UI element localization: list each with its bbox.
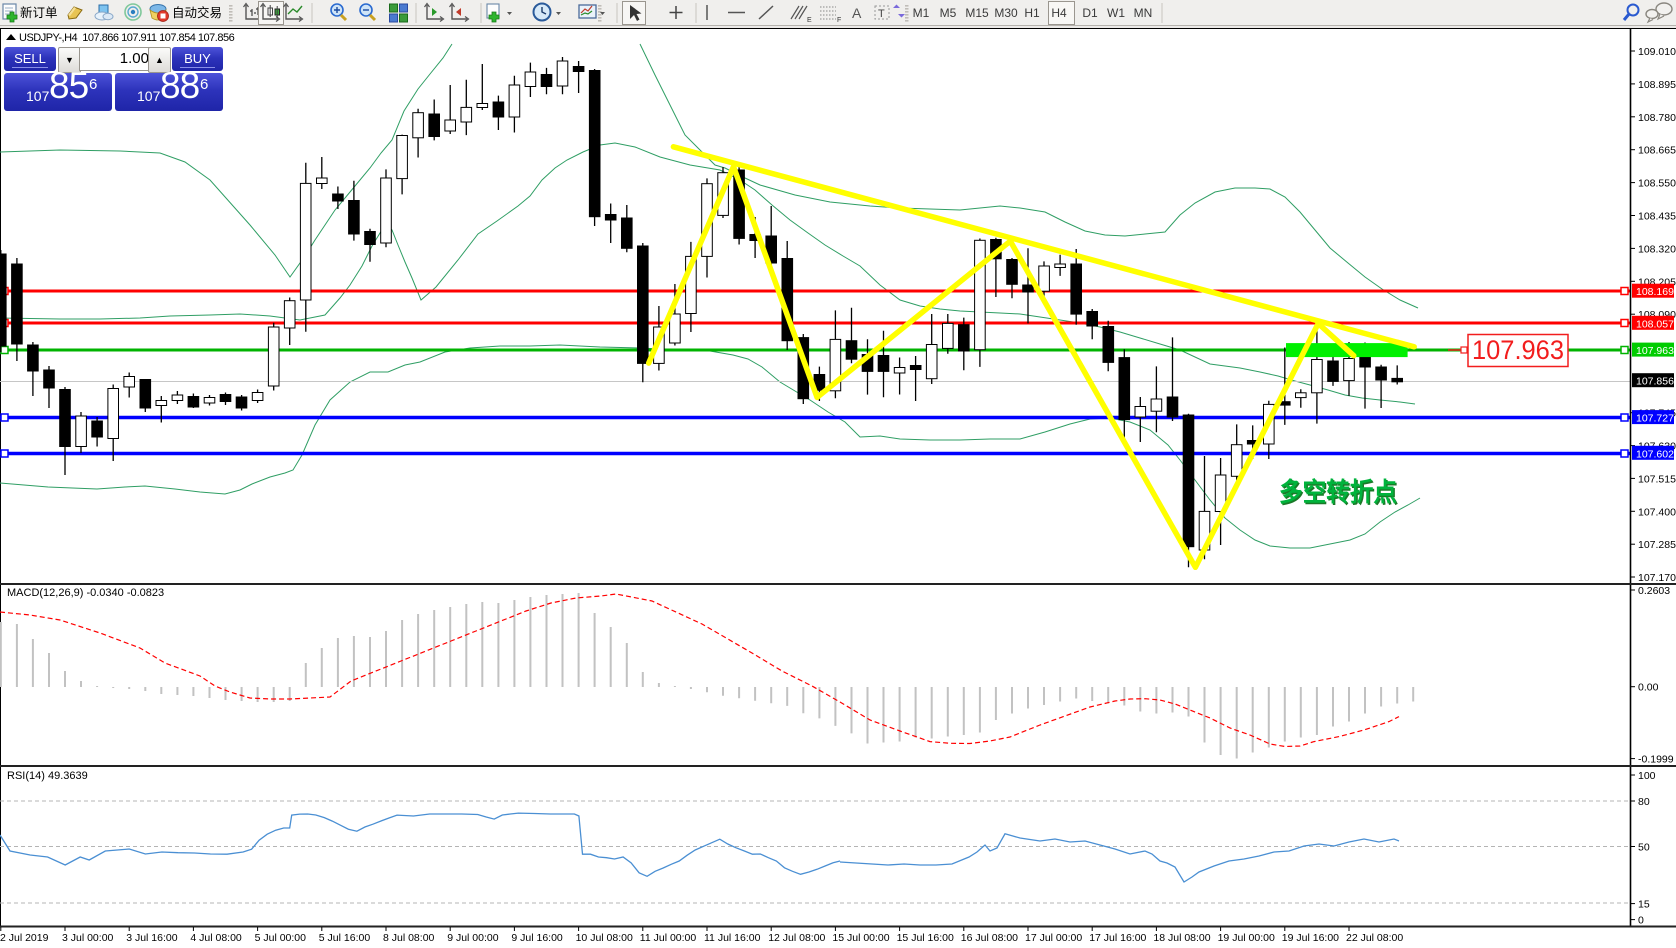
svg-text:MN: MN [1134,6,1153,20]
svg-text:9 Jul 00:00: 9 Jul 00:00 [447,932,499,944]
svg-text:108.780: 108.780 [1638,112,1676,124]
svg-text:108.435: 108.435 [1638,211,1676,223]
svg-text:5 Jul 00:00: 5 Jul 00:00 [255,932,307,944]
svg-text:19 Jul 00:00: 19 Jul 00:00 [1218,932,1275,944]
svg-text:107.515: 107.515 [1638,473,1676,485]
svg-text:18 Jul 08:00: 18 Jul 08:00 [1153,932,1210,944]
svg-text:自动交易: 自动交易 [172,5,222,20]
svg-text:22 Jul 08:00: 22 Jul 08:00 [1346,932,1403,944]
svg-text:多空转折点: 多空转折点 [1279,477,1397,507]
svg-text:19 Jul 16:00: 19 Jul 16:00 [1282,932,1339,944]
svg-text:MACD(12,26,9) -0.0340 -0.0823: MACD(12,26,9) -0.0340 -0.0823 [7,587,164,599]
svg-text:0.00: 0.00 [1638,682,1659,694]
svg-text:M15: M15 [965,6,989,20]
svg-text:M5: M5 [940,6,957,20]
svg-text:107.400: 107.400 [1638,506,1676,518]
svg-text:107.602: 107.602 [1636,448,1674,460]
svg-text:50: 50 [1638,842,1650,854]
svg-text:3 Jul 00:00: 3 Jul 00:00 [62,932,114,944]
svg-text:USDJPY-,H4 107.866 107.911 10: USDJPY-,H4 107.866 107.911 107.854 107.8… [19,32,235,44]
svg-text:15 Jul 16:00: 15 Jul 16:00 [897,932,954,944]
svg-text:0: 0 [1638,915,1644,927]
svg-text:2 Jul 2019: 2 Jul 2019 [0,932,49,944]
svg-text:108.320: 108.320 [1638,243,1676,255]
svg-text:11 Jul 00:00: 11 Jul 00:00 [640,932,697,944]
svg-text:F: F [837,17,841,24]
svg-text:107.963: 107.963 [1636,345,1674,357]
svg-text:17 Jul 00:00: 17 Jul 00:00 [1025,932,1082,944]
svg-text:T: T [878,8,885,20]
svg-text:M1: M1 [913,6,930,20]
svg-text:108.169: 108.169 [1636,286,1674,298]
svg-text:8 Jul 08:00: 8 Jul 08:00 [383,932,435,944]
svg-text:15 Jul 00:00: 15 Jul 00:00 [832,932,889,944]
svg-text:17 Jul 16:00: 17 Jul 16:00 [1089,932,1146,944]
svg-text:108.895: 108.895 [1638,79,1676,91]
svg-text:16 Jul 08:00: 16 Jul 08:00 [961,932,1018,944]
svg-text:107.170: 107.170 [1638,572,1676,584]
svg-text:0.2603: 0.2603 [1638,585,1670,597]
svg-text:H1: H1 [1024,6,1040,20]
svg-text:11 Jul 16:00: 11 Jul 16:00 [704,932,761,944]
svg-text:9 Jul 16:00: 9 Jul 16:00 [511,932,563,944]
svg-text:D1: D1 [1082,6,1098,20]
svg-text:M30: M30 [994,6,1018,20]
svg-text:-0.1999: -0.1999 [1638,754,1674,766]
svg-text:80: 80 [1638,796,1650,808]
svg-text:108.057: 108.057 [1636,318,1674,330]
svg-text:H4: H4 [1051,6,1067,20]
svg-text:5 Jul 16:00: 5 Jul 16:00 [319,932,371,944]
svg-text:108.550: 108.550 [1638,178,1676,190]
svg-text:15: 15 [1638,899,1650,911]
svg-text:W1: W1 [1107,6,1125,20]
svg-text:3 Jul 16:00: 3 Jul 16:00 [126,932,178,944]
svg-text:107.963: 107.963 [1472,335,1564,365]
svg-text:107.727: 107.727 [1636,413,1674,425]
svg-text:109.010: 109.010 [1638,46,1676,58]
svg-text:108.665: 108.665 [1638,145,1676,157]
svg-text:100: 100 [1638,770,1656,782]
svg-text:107.856: 107.856 [1636,376,1674,388]
svg-text:4 Jul 08:00: 4 Jul 08:00 [190,932,242,944]
svg-text:新订单: 新订单 [20,5,58,20]
svg-text:10 Jul 08:00: 10 Jul 08:00 [576,932,633,944]
svg-text:107.285: 107.285 [1638,539,1676,551]
svg-text:RSI(14) 49.3639: RSI(14) 49.3639 [7,770,88,782]
svg-text:12 Jul 08:00: 12 Jul 08:00 [768,932,825,944]
svg-text:E: E [807,17,812,24]
svg-text:A: A [852,5,862,21]
